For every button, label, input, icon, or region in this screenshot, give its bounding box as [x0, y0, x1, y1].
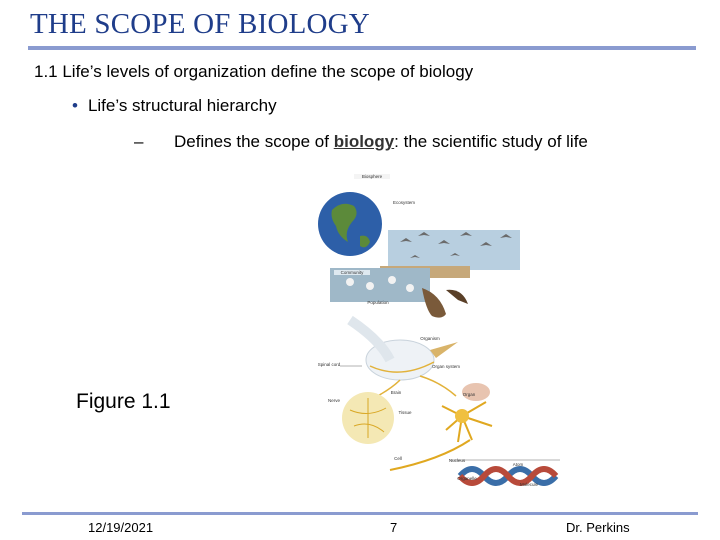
sub-bullet-item: – Defines the scope of biology: the scien… [134, 132, 588, 152]
label-brain: Brain [390, 390, 402, 395]
footer-date: 12/19/2021 [88, 520, 154, 535]
slide-title: THE SCOPE OF BIOLOGY [30, 8, 370, 40]
population-pelican [422, 288, 446, 318]
dna-molecule [457, 466, 559, 486]
title-divider [28, 46, 696, 50]
slide-heading: 1.1 Life’s levels of organization define… [34, 62, 474, 81]
bullet-marker: • [72, 96, 78, 115]
bullet-item: • Life’s structural hierarchy [72, 96, 277, 116]
label-molecule: Molecule [519, 482, 538, 487]
bullet-text: Life’s structural hierarchy [87, 96, 277, 115]
label-organelle: Organelle [457, 476, 477, 481]
label-biosphere: Biosphere [354, 174, 390, 179]
label-ecosystem: Ecosystem [392, 200, 415, 205]
sub-bullet-suffix: : the scientific study of life [394, 132, 588, 151]
figure-label: Figure 1.1 [76, 390, 171, 413]
sub-bullet-prefix: Defines the scope of [174, 132, 334, 151]
brain-organ [462, 383, 490, 401]
term-biology: biology [333, 132, 395, 151]
label-organ-system: Organ system [431, 364, 460, 369]
label-spinal-cord: Spinal cord [317, 362, 341, 367]
label-community: Community [334, 270, 370, 275]
label-nerve: Nerve [327, 398, 340, 403]
label-nucleus: Nucleus [448, 458, 466, 463]
footer-divider [22, 512, 698, 515]
label-tissue: Tissue [398, 410, 412, 415]
ecosystem-scene [388, 230, 520, 270]
earth-continent [331, 203, 357, 242]
pelican-flock [400, 232, 512, 258]
label-population: Population [367, 300, 389, 305]
label-organism: Organism [420, 336, 440, 341]
label-atom: Atom [512, 462, 524, 467]
label-cell: Cell [394, 456, 402, 461]
hierarchy-figure: Biosphere Ecosystem Community Population… [310, 170, 562, 512]
hierarchy-illustration [318, 192, 560, 486]
label-organ: Organ [462, 392, 476, 397]
footer-page-number: 7 [390, 520, 398, 535]
footer-author: Dr. Perkins [566, 520, 630, 535]
sub-bullet-marker: – [134, 132, 144, 151]
